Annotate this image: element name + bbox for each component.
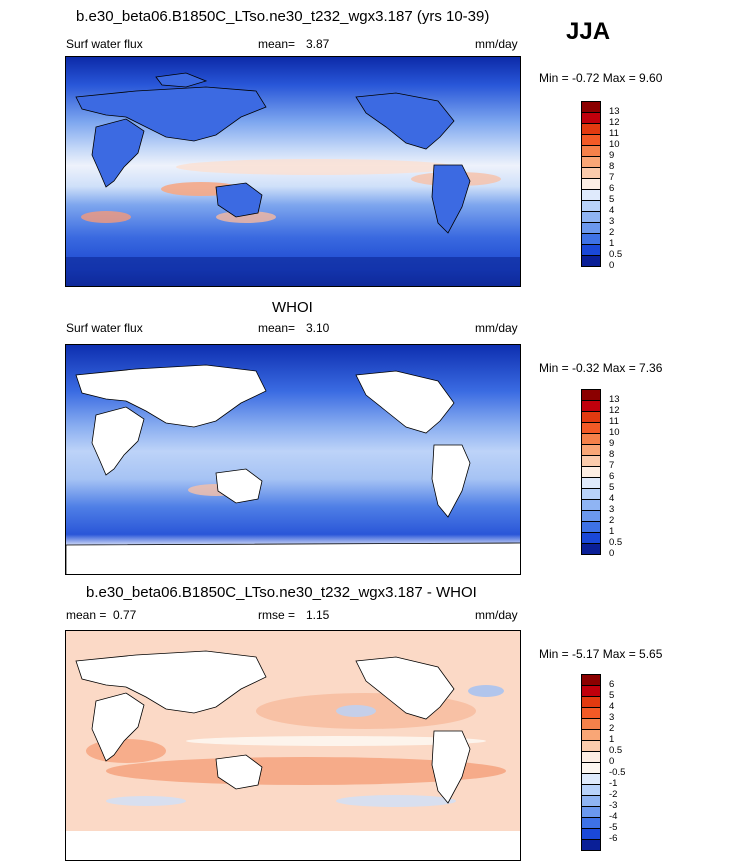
colorbar-label: 11: [609, 128, 619, 139]
colorbar-label: 4: [609, 205, 615, 216]
panel3-mean-value: 0.77: [113, 608, 137, 622]
colorbar-label: -5: [609, 822, 618, 833]
colorbar-label: 6: [609, 183, 615, 194]
panel2-mean-value: 3.10: [306, 321, 330, 335]
panel2-map: [65, 344, 521, 575]
colorbar-label: 12: [609, 405, 620, 416]
colorbar-swatch: [581, 543, 601, 555]
panel1-map-graphic: [66, 57, 520, 286]
colorbar-label: 0.5: [609, 537, 623, 548]
panel2-map-graphic: [66, 345, 520, 574]
panel1-units: mm/day: [475, 37, 518, 51]
colorbar-label: 10: [609, 427, 620, 438]
colorbar-label: 1: [609, 526, 615, 537]
colorbar-label: 12: [609, 117, 620, 128]
colorbar-label: 10: [609, 139, 620, 150]
colorbar-label: 6: [609, 679, 615, 690]
panel1-variable: Surf water flux: [66, 37, 143, 51]
colorbar-label: 5: [609, 194, 615, 205]
panel3-mean-label: mean =: [66, 608, 107, 622]
colorbar-label: -0.5: [609, 767, 626, 778]
colorbar-label: 7: [609, 172, 615, 183]
colorbar-label: 11: [609, 416, 619, 427]
colorbar-label: 8: [609, 449, 615, 460]
colorbar-swatch: [581, 255, 601, 267]
colorbar-label: 3: [609, 216, 615, 227]
panel1-title: b.e30_beta06.B1850C_LTso.ne30_t232_wgx3.…: [76, 8, 490, 25]
panel1-mean-label: mean=: [258, 37, 296, 51]
colorbar-label: 4: [609, 701, 615, 712]
panel3-title: b.e30_beta06.B1850C_LTso.ne30_t232_wgx3.…: [86, 584, 477, 601]
panel1-minmax: Min = -0.72 Max = 9.60: [539, 71, 663, 85]
panel1-map: [65, 56, 521, 287]
panel3-units: mm/day: [475, 608, 518, 622]
colorbar-swatch: [581, 839, 601, 851]
colorbar-label: 0.5: [609, 249, 623, 260]
panel1-mean-value: 3.87: [306, 37, 330, 51]
colorbar-label: 0: [609, 260, 615, 271]
colorbar-label: 4: [609, 493, 615, 504]
colorbar-label: 2: [609, 723, 615, 734]
colorbar-label: -4: [609, 811, 618, 822]
panel3-minmax: Min = -5.17 Max = 5.65: [539, 647, 663, 661]
colorbar-label: 0: [609, 548, 615, 559]
colorbar-label: 2: [609, 515, 615, 526]
colorbar-label: 13: [609, 394, 620, 405]
panel3-rmse-value: 1.15: [306, 608, 330, 622]
colorbar-label: 1: [609, 734, 615, 745]
colorbar-label: 8: [609, 161, 615, 172]
colorbar-label: -2: [609, 789, 618, 800]
panel2-variable: Surf water flux: [66, 321, 143, 335]
panel2-minmax: Min = -0.32 Max = 7.36: [539, 361, 663, 375]
panel3-map-graphic: [66, 631, 520, 860]
colorbar-label: 13: [609, 106, 620, 117]
colorbar-label: 6: [609, 471, 615, 482]
colorbar-label: -6: [609, 833, 618, 844]
colorbar-label: -1: [609, 778, 618, 789]
panel2-mean-label: mean=: [258, 321, 296, 335]
colorbar-label: 0: [609, 756, 615, 767]
colorbar-label: 3: [609, 504, 615, 515]
colorbar-label: 0.5: [609, 745, 623, 756]
colorbar-label: 5: [609, 690, 615, 701]
colorbar-label: 1: [609, 238, 615, 249]
panel3-rmse-label: rmse =: [258, 608, 296, 622]
colorbar-label: 5: [609, 482, 615, 493]
season-label: JJA: [566, 18, 611, 45]
colorbar-label: -3: [609, 800, 618, 811]
colorbar-label: 3: [609, 712, 615, 723]
panel3-map: [65, 630, 521, 861]
panel2-title: WHOI: [272, 299, 313, 316]
colorbar-label: 2: [609, 227, 615, 238]
colorbar-label: 9: [609, 150, 615, 161]
colorbar-label: 7: [609, 460, 615, 471]
colorbar-label: 9: [609, 438, 615, 449]
panel2-units: mm/day: [475, 321, 518, 335]
